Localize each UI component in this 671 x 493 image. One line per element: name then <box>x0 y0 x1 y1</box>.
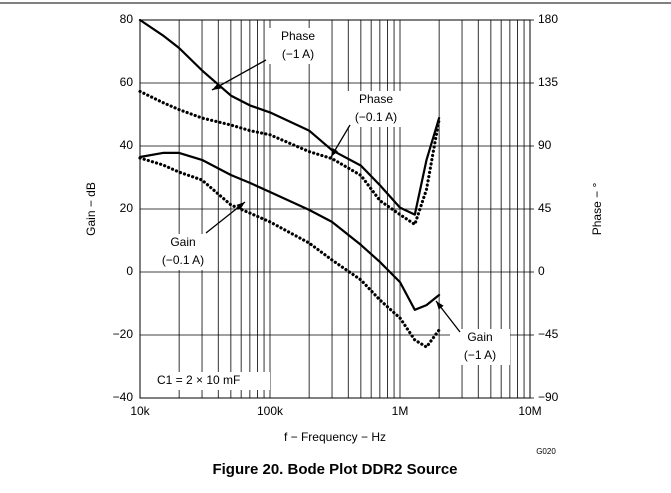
x-tick-label: 10M <box>518 404 541 418</box>
annotation-text: (−1 A) <box>282 47 314 61</box>
series-line <box>138 18 441 216</box>
series-line <box>138 156 441 349</box>
y2-tick-label: 135 <box>538 75 558 89</box>
arrow-head <box>331 148 338 157</box>
y-tick-label: 20 <box>120 201 134 215</box>
annotation-text: Phase <box>359 92 393 106</box>
y2-tick-label: −45 <box>538 327 559 341</box>
y2-tick-label: 45 <box>538 201 552 215</box>
y2-axis-label: Phase − ° <box>590 183 604 236</box>
x-axis-label: f − Frequency − Hz <box>284 430 386 444</box>
y2-tick-label: 0 <box>538 264 545 278</box>
note-text: C1 = 2 × 10 mF <box>157 373 240 387</box>
annotation-box <box>450 329 510 365</box>
y-tick-label: 80 <box>120 12 134 26</box>
y-tick-label: −40 <box>113 390 134 404</box>
x-tick-label: 100k <box>257 404 284 418</box>
y-tick-label: −20 <box>113 327 134 341</box>
arrow-head <box>236 202 245 210</box>
x-tick-label: 1M <box>392 404 409 418</box>
annotation-text: (−0.1 A) <box>355 110 397 124</box>
chart-title: Figure 20. Bode Plot DDR2 Source <box>212 461 457 478</box>
annotation-box <box>268 28 328 64</box>
annotation-box <box>346 91 406 127</box>
y-tick-label: 0 <box>126 264 133 278</box>
y2-tick-label: 180 <box>538 12 558 26</box>
y-tick-label: 40 <box>120 138 134 152</box>
y2-tick-label: −90 <box>538 390 559 404</box>
arrow-head <box>436 301 444 310</box>
plot-frame <box>139 19 531 399</box>
annotation-text: Gain <box>467 330 492 344</box>
note-box <box>150 372 270 390</box>
figure-code: G020 <box>536 447 556 456</box>
y-axis-label: Gain − dB <box>84 182 98 236</box>
annotation-box <box>153 234 213 270</box>
annotation-text: (−1 A) <box>464 348 496 362</box>
y2-tick-label: 90 <box>538 138 552 152</box>
x-tick-label: 10k <box>130 404 150 418</box>
series-line <box>138 89 441 226</box>
annotation-text: Gain <box>170 235 195 249</box>
annotation-text: Phase <box>281 29 315 43</box>
y-tick-label: 60 <box>120 75 134 89</box>
annotation-text: (−0.1 A) <box>162 253 204 267</box>
arrow-head <box>212 83 221 90</box>
annotation-arrow <box>211 59 267 91</box>
series-line <box>138 151 441 311</box>
